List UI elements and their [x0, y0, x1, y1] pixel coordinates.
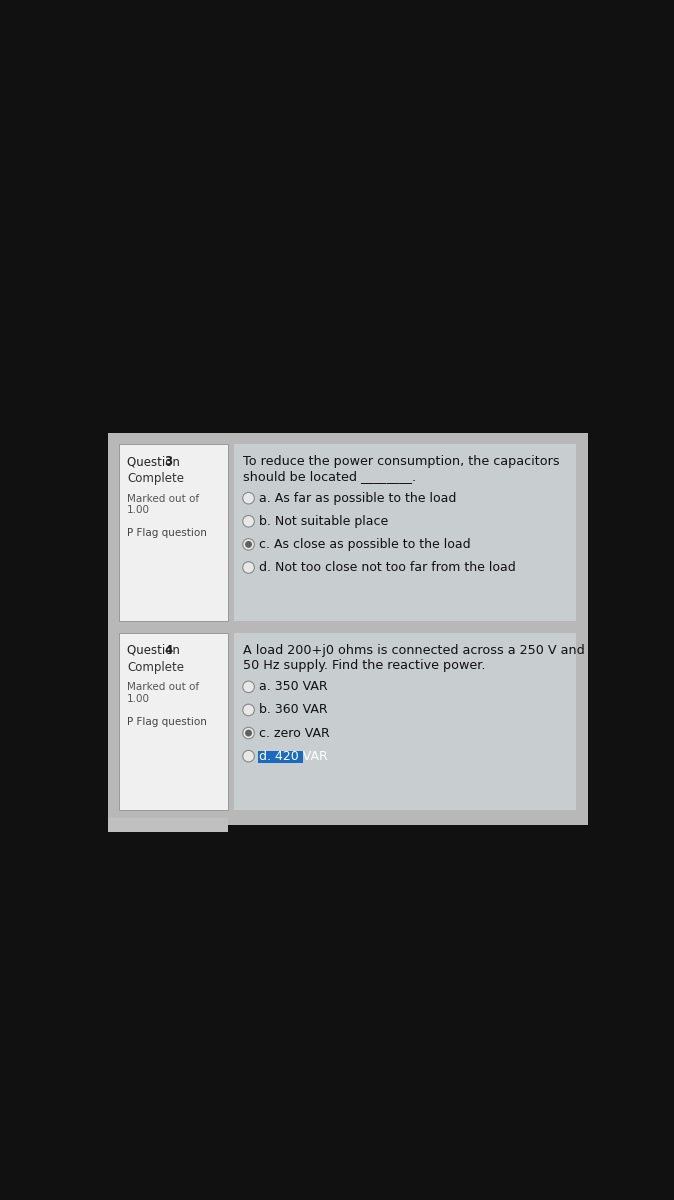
Text: a. 350 VAR: a. 350 VAR — [259, 680, 328, 694]
Text: Marked out of: Marked out of — [127, 493, 199, 504]
FancyBboxPatch shape — [119, 444, 228, 622]
Text: 1.00: 1.00 — [127, 694, 150, 703]
Circle shape — [243, 562, 254, 574]
Circle shape — [243, 704, 254, 715]
Text: d. Not too close not too far from the load: d. Not too close not too far from the lo… — [259, 560, 516, 574]
Text: A load 200+j0 ohms is connected across a 250 V and: A load 200+j0 ohms is connected across a… — [243, 643, 585, 656]
Circle shape — [243, 492, 254, 504]
Text: Complete: Complete — [127, 472, 184, 485]
Text: a. As far as possible to the load: a. As far as possible to the load — [259, 492, 456, 505]
Circle shape — [243, 750, 254, 762]
FancyBboxPatch shape — [234, 632, 576, 810]
Text: 50 Hz supply. Find the reactive power.: 50 Hz supply. Find the reactive power. — [243, 659, 486, 672]
FancyBboxPatch shape — [119, 632, 228, 810]
Text: c. zero VAR: c. zero VAR — [259, 726, 330, 739]
FancyBboxPatch shape — [107, 433, 588, 826]
Text: To reduce the power consumption, the capacitors: To reduce the power consumption, the cap… — [243, 455, 559, 468]
Text: c. As close as possible to the load: c. As close as possible to the load — [259, 538, 470, 551]
FancyBboxPatch shape — [258, 751, 303, 763]
FancyBboxPatch shape — [234, 444, 576, 622]
Text: b. 360 VAR: b. 360 VAR — [259, 703, 328, 716]
Circle shape — [245, 541, 252, 548]
Text: P Flag question: P Flag question — [127, 716, 207, 727]
Text: b. Not suitable place: b. Not suitable place — [259, 515, 388, 528]
Text: Question: Question — [127, 455, 183, 468]
Circle shape — [243, 516, 254, 527]
FancyBboxPatch shape — [107, 817, 228, 832]
Text: Complete: Complete — [127, 661, 184, 673]
Text: 1.00: 1.00 — [127, 505, 150, 515]
Text: 4: 4 — [164, 643, 173, 656]
Text: Question: Question — [127, 643, 183, 656]
Text: d. 420 VAR: d. 420 VAR — [259, 750, 328, 763]
Text: P Flag question: P Flag question — [127, 528, 207, 539]
Text: should be located ________.: should be located ________. — [243, 470, 417, 484]
Text: 3: 3 — [164, 455, 172, 468]
Circle shape — [243, 682, 254, 692]
Circle shape — [243, 539, 254, 550]
Circle shape — [245, 730, 252, 737]
Circle shape — [243, 727, 254, 739]
Text: Marked out of: Marked out of — [127, 683, 199, 692]
